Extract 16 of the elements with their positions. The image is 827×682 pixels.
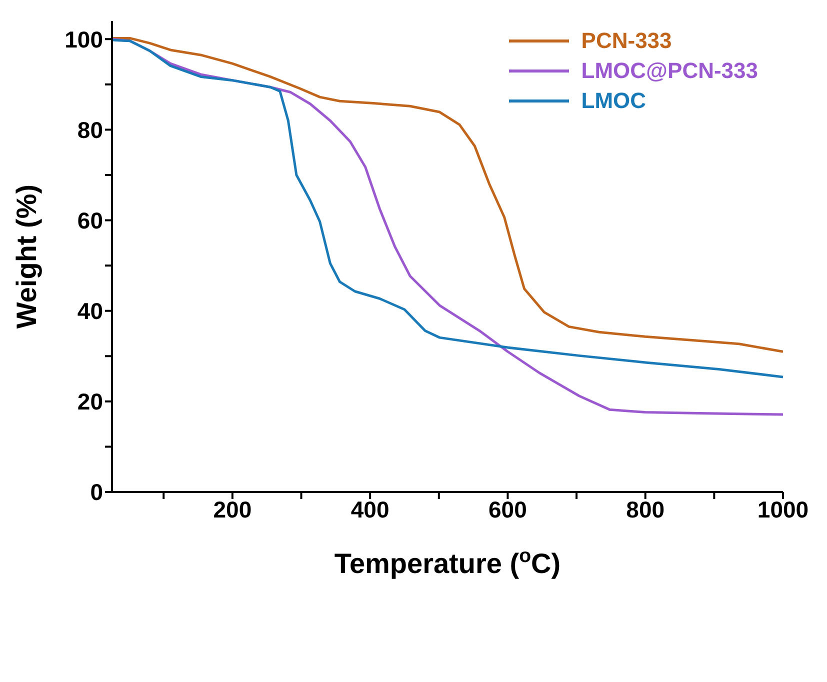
y-tick-label: 20 [77,388,103,415]
x-tick-label: 400 [350,496,390,522]
x-axis-title: Temperature ($^{o}$C) [334,545,561,579]
x-tick-label: 600 [488,496,527,522]
x-tick-label: 200 [213,496,252,522]
y-tick-label: 0 [90,479,103,506]
legend-label: PCN-333 [581,28,672,54]
legend-label: LMOC [581,88,646,114]
y-tick-label: 100 [64,26,103,52]
y-tick-label: 80 [77,116,103,143]
y-tick-label: 60 [77,207,103,234]
y-tick-label: 40 [77,298,103,324]
legend-label: LMOC@PCN-333 [581,58,758,84]
x-tick-label: 1000 [757,496,809,522]
x-tick-label: 800 [626,496,665,522]
y-axis-title: Weight (%) [11,184,42,329]
